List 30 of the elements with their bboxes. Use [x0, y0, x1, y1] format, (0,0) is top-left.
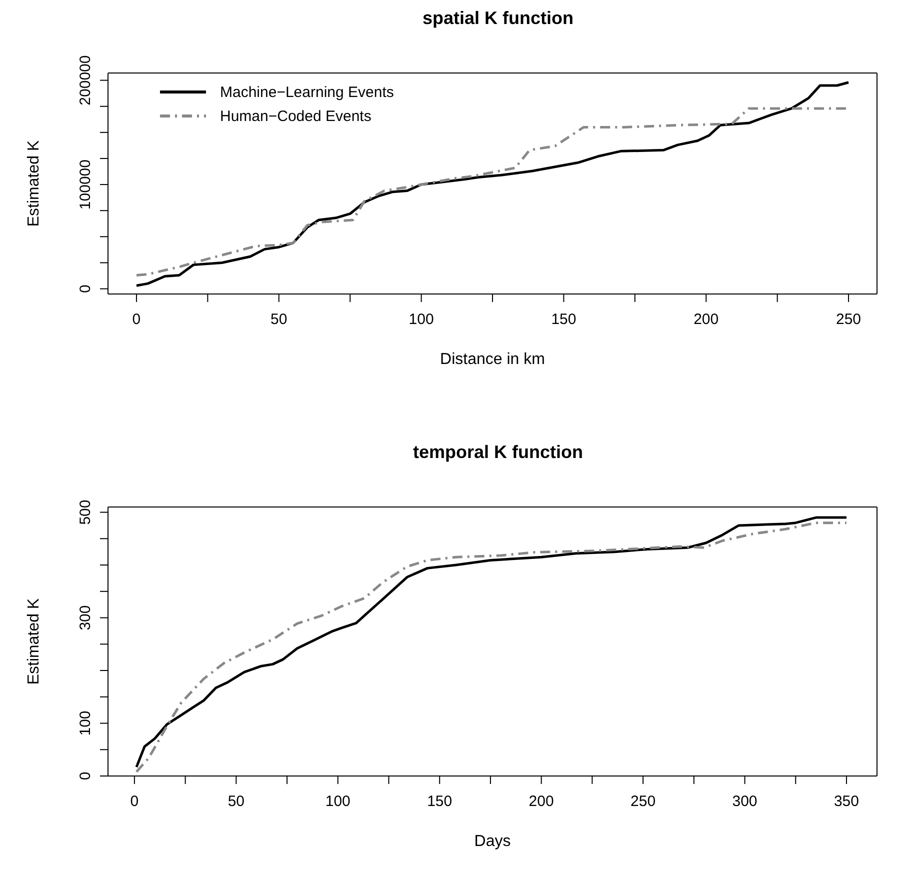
x-tick-label: 250 — [836, 311, 862, 328]
x-tick-label: 150 — [551, 311, 576, 328]
chart-title: temporal K function — [412, 442, 584, 464]
legend-label: Human−Coded Events — [220, 108, 372, 124]
x-tick-label: 200 — [528, 793, 554, 810]
line-series — [135, 81, 850, 287]
y-axis-title: Estimated K — [26, 140, 43, 227]
y-tick-label: 0 — [77, 772, 94, 780]
y-axis-title: Estimated K — [26, 598, 43, 685]
y-tick-label: 100000 — [77, 160, 94, 210]
x-tick-label: 100 — [408, 311, 434, 328]
x-tick-label: 350 — [834, 793, 859, 810]
y-tick-label: 200000 — [77, 55, 94, 106]
x-axis-title: Days — [474, 833, 511, 850]
y-tick-label: 300 — [77, 605, 94, 630]
x-tick-label: 300 — [732, 793, 758, 810]
y-tick-label: 0 — [77, 284, 94, 293]
x-tick-label: 0 — [130, 793, 139, 810]
y-tick-label: 500 — [77, 500, 94, 525]
x-tick-label: 50 — [270, 311, 288, 328]
chart-title: spatial K function — [421, 8, 574, 30]
x-axis-title: Distance in km — [440, 351, 545, 368]
x-tick-label: 150 — [427, 793, 452, 810]
x-tick-label: 50 — [228, 793, 245, 810]
x-tick-label: 200 — [694, 311, 719, 328]
x-tick-label: 100 — [325, 793, 350, 810]
x-tick-label: 0 — [132, 311, 141, 328]
y-tick-label: 100 — [77, 710, 94, 736]
x-tick-label: 250 — [630, 793, 656, 810]
legend-label: Machine−Learning Events — [220, 84, 394, 100]
